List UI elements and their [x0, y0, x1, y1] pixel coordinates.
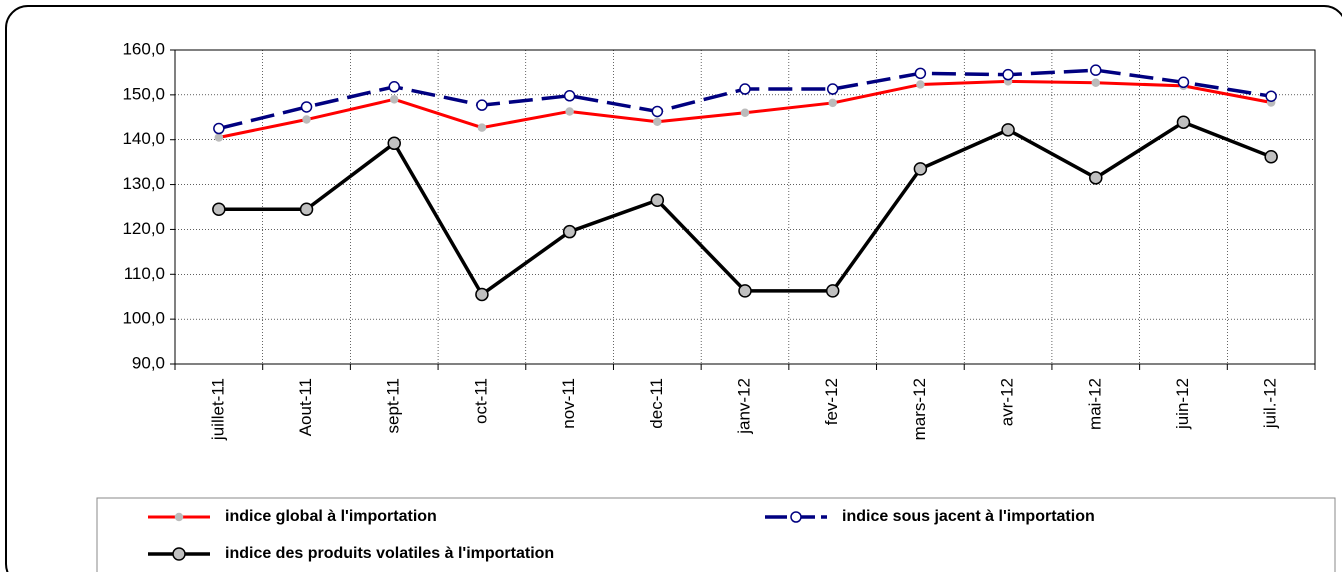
marker: [1264, 150, 1278, 164]
x-tick-label: juil.-12: [1261, 378, 1280, 429]
marker: [651, 105, 664, 118]
marker: [565, 107, 574, 116]
marker: [914, 67, 927, 80]
x-tick-label: juin-12: [1173, 378, 1192, 430]
legend-label: indice sous jacent à l'importation: [842, 508, 1095, 525]
x-tick-label: mars-12: [910, 378, 929, 440]
marker: [475, 287, 489, 302]
y-tick-label: 100,0: [122, 309, 165, 328]
x-tick-label: Aout-11: [296, 378, 315, 436]
marker: [387, 136, 401, 151]
marker: [916, 80, 925, 89]
marker: [653, 117, 662, 127]
x-tick-label: juillet-11: [208, 378, 227, 441]
x-tick-label: mai-12: [1085, 378, 1104, 430]
marker: [214, 133, 224, 142]
marker: [563, 90, 576, 102]
marker: [388, 81, 400, 93]
x-tick-label: janv-12: [734, 378, 753, 435]
marker: [1091, 78, 1101, 87]
marker: [913, 162, 928, 176]
marker: [302, 115, 311, 124]
x-tick-label: fev-12: [822, 378, 841, 425]
marker: [300, 101, 313, 113]
marker: [562, 224, 577, 239]
x-tick-label: avr-12: [998, 378, 1017, 426]
marker: [739, 83, 751, 95]
y-tick-label: 140,0: [122, 129, 165, 148]
legend-marker: [174, 512, 184, 522]
marker: [477, 123, 487, 132]
marker: [738, 284, 752, 298]
marker: [476, 99, 488, 111]
marker: [1177, 76, 1190, 89]
x-tick-label: sept-11: [384, 378, 403, 433]
marker: [1265, 90, 1277, 102]
y-tick-label: 120,0: [122, 219, 165, 238]
marker: [1002, 68, 1014, 81]
marker: [389, 95, 399, 104]
y-tick-label: 90,0: [132, 353, 165, 372]
marker: [1089, 171, 1103, 185]
marker: [1001, 123, 1015, 137]
y-tick-label: 160,0: [122, 39, 165, 58]
x-tick-label: nov-11: [559, 378, 578, 429]
marker: [1090, 64, 1102, 76]
plot-area: [174, 49, 1316, 365]
legend-label: indice des produits volatiles à l'import…: [225, 545, 554, 562]
marker: [740, 108, 750, 118]
marker: [825, 284, 840, 298]
y-tick-label: 130,0: [122, 174, 165, 193]
marker: [826, 83, 839, 95]
legend-box: [96, 497, 1336, 572]
marker: [213, 122, 225, 135]
marker: [212, 202, 226, 216]
marker: [650, 193, 665, 208]
legend-marker: [172, 547, 186, 561]
y-tick-label: 150,0: [122, 84, 165, 103]
marker: [1176, 115, 1191, 129]
x-tick-label: oct-11: [471, 378, 490, 424]
marker: [828, 98, 837, 108]
x-tick-label: dec-11: [647, 378, 666, 429]
legend-marker: [790, 511, 802, 523]
marker: [299, 202, 314, 216]
y-tick-label: 110,0: [124, 264, 165, 283]
legend-label: indice global à l'importation: [225, 508, 437, 525]
